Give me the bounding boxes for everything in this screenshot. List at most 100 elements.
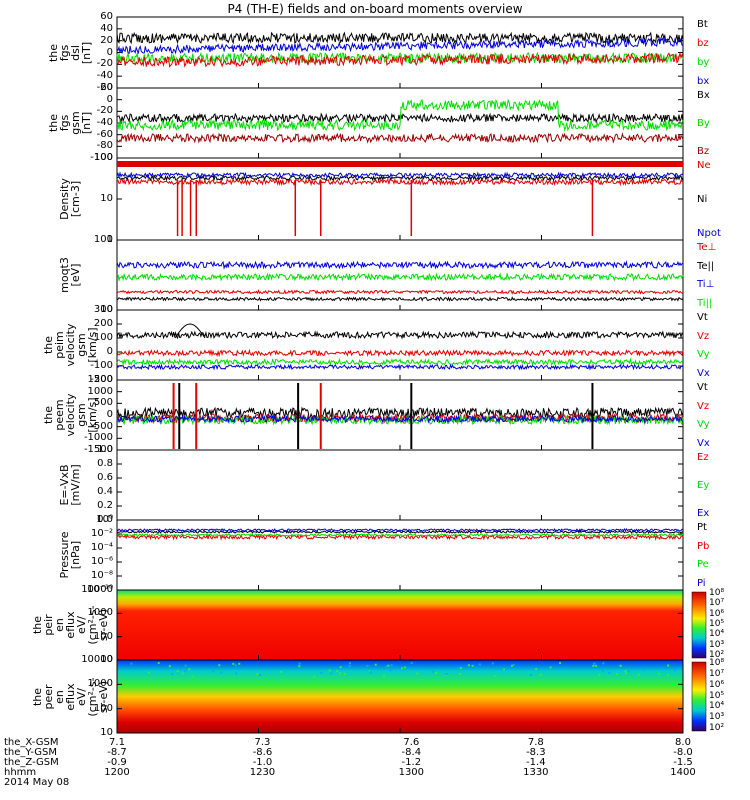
peer-speckle <box>339 666 342 669</box>
peim-ytick-label: 0 <box>106 346 113 357</box>
peem-ytick-label: 1000 <box>87 385 113 397</box>
peer-speckle <box>176 670 179 673</box>
peer-ylabel-0: the <box>30 687 44 706</box>
peer-speckle <box>539 673 542 676</box>
peer-speckle <box>535 668 538 671</box>
density-legend-0: Ne <box>697 160 711 171</box>
efield-legend-2: Ex <box>697 508 710 519</box>
density-ytick-label: 1 <box>106 234 113 245</box>
fgs_dsl-legend-3: bx <box>697 76 710 87</box>
fgs_dsl-ytick-label: 40 <box>100 22 113 34</box>
peer-speckle <box>234 664 237 667</box>
peir-colorbar <box>691 591 707 659</box>
xaxis-value: -8.0 <box>673 747 693 758</box>
panel-peem <box>116 379 684 451</box>
peir-colorbar-tick: 10³ <box>709 639 725 650</box>
xaxis-value: -0.9 <box>107 757 127 768</box>
pressure-ytick-label: 10⁻² <box>90 528 113 539</box>
fgs_dsl-legend-2: by <box>697 57 710 68</box>
peir-colorbar-tick: 10² <box>709 650 725 660</box>
peer-ylabel-4: eV/ <box>74 687 88 706</box>
peer-colorbar <box>691 661 707 732</box>
peim-ytick-label: -200 <box>90 374 113 385</box>
peer-speckle <box>336 670 339 673</box>
peim-vt-line <box>116 330 684 340</box>
peim-legend-3: Vx <box>697 368 710 379</box>
fgs_dsl-ytick-label: 0 <box>106 46 113 58</box>
bx-line <box>116 36 684 55</box>
peer-speckle <box>232 662 235 665</box>
peer-speckle <box>374 663 377 666</box>
xaxis-value: 7.8 <box>527 737 544 748</box>
efield-ytick-label: 1.0 <box>97 444 113 455</box>
peem-ytick-label: 1500 <box>87 374 113 385</box>
plot-title: P4 (TH-E) fields and on-board moments ov… <box>227 2 523 16</box>
peer-speckle <box>298 665 301 668</box>
peer-speckle <box>298 662 301 665</box>
peer-speckle <box>238 662 241 665</box>
peer-speckle <box>478 663 481 666</box>
xaxis-value: -8.3 <box>526 747 546 758</box>
bz-line <box>116 51 684 68</box>
peer-speckle <box>181 672 184 675</box>
fgs_gsm-ytick-label: 20 <box>100 82 113 93</box>
fgs_gsm-ytick-label: -80 <box>96 140 113 152</box>
efield-frame <box>116 449 684 521</box>
peer-speckle <box>615 673 618 676</box>
peer-speckle <box>511 664 514 667</box>
fgs_gsm-ytick-label: -40 <box>96 117 113 128</box>
tiperp-line <box>116 260 684 270</box>
peer-speckle <box>503 668 506 671</box>
peer-speckle <box>625 672 628 675</box>
peer-speckle <box>403 666 406 669</box>
pe-line <box>117 533 684 537</box>
peer-speckle <box>218 664 221 667</box>
peim-legend-0: Vt <box>697 312 708 323</box>
panel-fgs_gsm <box>116 87 684 159</box>
peer-ylabel-6: sr-eV) <box>96 680 110 713</box>
peem-vt-line <box>116 406 684 420</box>
xaxis-value: 7.6 <box>403 737 420 748</box>
peim-ytick-label: 300 <box>93 304 113 315</box>
panel-peer <box>116 659 707 734</box>
peer-ylabel-1: peer <box>41 683 55 710</box>
peer-speckle <box>348 662 351 665</box>
peer-speckle <box>494 675 497 678</box>
peir-ytick-label: 100 <box>93 630 113 642</box>
peer-speckle <box>458 666 461 669</box>
peir-colorbar-tick: 10⁴ <box>709 629 725 640</box>
peer-speckle <box>339 672 342 675</box>
peer-speckle <box>512 663 515 666</box>
peer-ylabel-5: (cm²-s- <box>85 676 99 717</box>
peer-speckle <box>601 669 604 672</box>
peir-ytick-label: 10000 <box>81 584 113 595</box>
peer-speckle <box>171 673 174 676</box>
panel-efield <box>116 449 684 521</box>
peer-colorbar-tick: 10⁸ <box>709 658 725 668</box>
fgs_dsl-legend-1: bz <box>697 38 709 49</box>
peer-speckle <box>643 668 646 671</box>
temp-legend-2: Ti⊥ <box>697 279 715 291</box>
gsm-by-line <box>116 98 684 132</box>
temp-legend-0: Te⊥ <box>697 242 717 253</box>
density-legend-1: Ni <box>697 194 708 205</box>
pressure-ytick-label: 10⁻⁶ <box>90 556 113 567</box>
peer-speckle <box>419 667 422 670</box>
peer-speckle <box>657 672 660 675</box>
peer-speckle <box>627 670 630 673</box>
fgs_dsl-ytick-label: -60 <box>96 82 113 93</box>
panel-fgs_dsl <box>116 16 684 89</box>
peer-speckle <box>256 672 259 675</box>
temp-legend-1: Te|| <box>697 260 715 272</box>
panel-peim <box>116 309 684 381</box>
peer-speckle <box>339 668 342 671</box>
pressure-ytick-label: 10⁻⁸ <box>90 570 113 581</box>
panel-density <box>116 157 684 241</box>
peem-legend-0: Vt <box>697 382 708 393</box>
xaxis-value: -8.4 <box>401 747 422 758</box>
peer-speckle <box>667 664 670 667</box>
peim-ytick-label: 200 <box>93 318 113 329</box>
peer-speckle <box>619 664 622 667</box>
peer-speckle <box>147 671 150 674</box>
peer-speckle <box>592 664 595 667</box>
